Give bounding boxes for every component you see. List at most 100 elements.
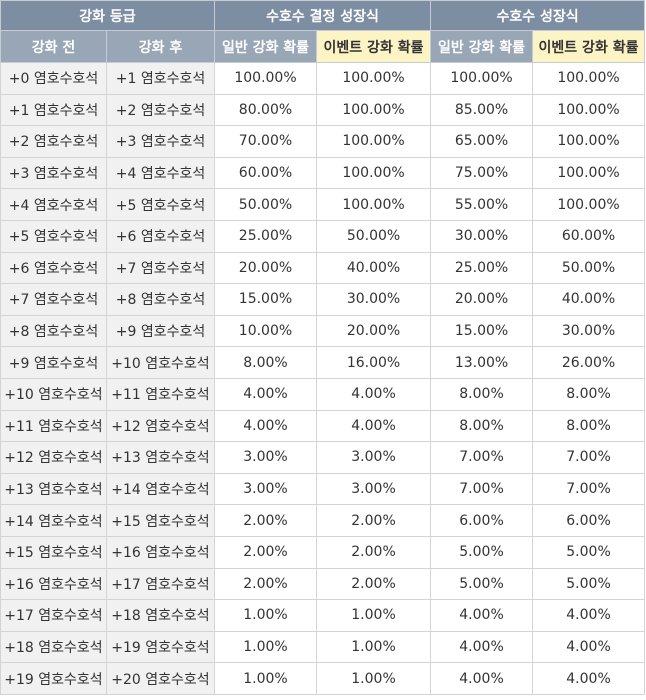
grade-before-cell: +15 염호수호석 xyxy=(0,535,107,569)
grade-before-cell: +19 염호수호석 xyxy=(0,662,107,695)
guardian-event-rate-cell: 8.00% xyxy=(532,409,646,443)
guardian-event-rate-cell: 5.00% xyxy=(532,535,646,569)
guardian-normal-rate-cell: 75.00% xyxy=(430,156,534,190)
guardian-normal-rate-cell: 5.00% xyxy=(430,567,534,601)
crystal-event-rate-cell: 16.00% xyxy=(315,346,432,379)
grade-after-cell: +10 염호수호석 xyxy=(106,346,215,379)
guardian-normal-rate-cell: 4.00% xyxy=(430,630,534,664)
crystal-normal-rate-cell: 2.00% xyxy=(214,535,317,569)
guardian-normal-rate-cell: 8.00% xyxy=(430,377,534,411)
guardian-event-rate-cell: 60.00% xyxy=(532,219,646,253)
grade-after-cell: +7 염호수호석 xyxy=(106,251,215,285)
grade-before-cell: +17 염호수호석 xyxy=(0,599,107,632)
guardian-normal-rate-cell: 13.00% xyxy=(430,346,534,379)
guardian-event-rate-cell: 26.00% xyxy=(532,346,646,379)
crystal-normal-rate-cell: 10.00% xyxy=(214,314,317,348)
guardian-normal-rate-cell: 8.00% xyxy=(430,409,534,443)
table-row: +3 염호수호석 +4 염호수호석 60.00% 100.00% 75.00% 100.0… xyxy=(0,156,646,190)
guardian-event-rate-cell: 100.00% xyxy=(532,93,646,127)
grade-before-cell: +1 염호수호석 xyxy=(0,93,107,127)
grade-after-cell: +4 염호수호석 xyxy=(106,156,215,190)
guardian-normal-rate-cell: 7.00% xyxy=(430,472,534,506)
crystal-event-rate-cell: 40.00% xyxy=(315,251,432,285)
table-row: +4 염호수호석 +5 염호수호석 50.00% 100.00% 55.00% 100.0… xyxy=(0,188,646,221)
guardian-event-rate-cell: 4.00% xyxy=(532,630,646,664)
crystal-event-rate-cell: 3.00% xyxy=(315,441,432,474)
table-row: +11 염호수호석 +12 염호수호석 4.00% 4.00% 8.00% 8.00% xyxy=(0,409,646,443)
guardian-normal-rate-cell: 65.00% xyxy=(430,125,534,158)
guardian-event-rate-cell: 100.00% xyxy=(532,62,646,95)
grade-before-cell: +14 염호수호석 xyxy=(0,504,107,537)
grade-before-cell: +16 염호수호석 xyxy=(0,567,107,601)
grade-after-cell: +17 염호수호석 xyxy=(106,567,215,601)
grade-before-cell: +4 염호수호석 xyxy=(0,188,107,221)
grade-before-cell: +8 염호수호석 xyxy=(0,314,107,348)
grade-after-cell: +8 염호수호석 xyxy=(106,283,215,316)
crystal-normal-rate-cell: 1.00% xyxy=(214,630,317,664)
grade-after-cell: +6 염호수호석 xyxy=(106,219,215,253)
guardian-normal-rate-cell: 6.00% xyxy=(430,504,534,537)
guardian-event-rate-cell: 100.00% xyxy=(532,188,646,221)
crystal-normal-rate-cell: 50.00% xyxy=(214,188,317,221)
crystal-event-rate-cell: 2.00% xyxy=(315,535,432,569)
crystal-event-rate-cell: 50.00% xyxy=(315,219,432,253)
crystal-event-rate-cell: 100.00% xyxy=(315,188,432,221)
grade-after-cell: +5 염호수호석 xyxy=(106,188,215,221)
crystal-event-rate-cell: 100.00% xyxy=(315,156,432,190)
table-row: +14 염호수호석 +15 염호수호석 2.00% 2.00% 6.00% 6.00% xyxy=(0,504,646,537)
grade-after-cell: +9 염호수호석 xyxy=(106,314,215,348)
crystal-event-rate-cell: 20.00% xyxy=(315,314,432,348)
crystal-normal-rate-cell: 25.00% xyxy=(214,219,317,253)
crystal-event-rate-cell: 4.00% xyxy=(315,377,432,411)
crystal-event-rate-cell: 100.00% xyxy=(315,125,432,158)
table-row: +19 염호수호석 +20 염호수호석 1.00% 1.00% 4.00% 4.00% xyxy=(0,662,646,695)
grade-before-cell: +3 염호수호석 xyxy=(0,156,107,190)
column-header-guardian-normal-rate: 일반 강화 확률 xyxy=(430,30,534,63)
grade-before-cell: +5 염호수호석 xyxy=(0,219,107,253)
table-row: +13 염호수호석 +14 염호수호석 3.00% 3.00% 7.00% 7.00% xyxy=(0,472,646,506)
grade-after-cell: +14 염호수호석 xyxy=(106,472,215,506)
grade-after-cell: +20 염호수호석 xyxy=(106,662,215,695)
crystal-normal-rate-cell: 80.00% xyxy=(214,93,317,127)
header-column-row: 강화 전 강화 후 일반 강화 확률 이벤트 강화 확률 일반 강화 확률 이벤… xyxy=(0,30,646,63)
column-header-before: 강화 전 xyxy=(0,30,107,63)
guardian-normal-rate-cell: 25.00% xyxy=(430,251,534,285)
crystal-normal-rate-cell: 8.00% xyxy=(214,346,317,379)
guardian-normal-rate-cell: 5.00% xyxy=(430,535,534,569)
crystal-normal-rate-cell: 70.00% xyxy=(214,125,317,158)
grade-after-cell: +11 염호수호석 xyxy=(106,377,215,411)
grade-after-cell: +2 염호수호석 xyxy=(106,93,215,127)
guardian-event-rate-cell: 7.00% xyxy=(532,472,646,506)
guardian-event-rate-cell: 100.00% xyxy=(532,125,646,158)
grade-before-cell: +10 염호수호석 xyxy=(0,377,107,411)
column-header-after: 강화 후 xyxy=(106,30,215,63)
group-header-crystal-growth: 수호수 결정 성장식 xyxy=(213,0,432,31)
grade-before-cell: +0 염호수호석 xyxy=(0,62,107,95)
guardian-event-rate-cell: 6.00% xyxy=(532,504,646,537)
guardian-event-rate-cell: 100.00% xyxy=(532,156,646,190)
guardian-normal-rate-cell: 55.00% xyxy=(430,188,534,221)
crystal-event-rate-cell: 100.00% xyxy=(315,93,432,127)
guardian-normal-rate-cell: 4.00% xyxy=(430,662,534,695)
column-header-guardian-event-rate: 이벤트 강화 확률 xyxy=(532,30,646,63)
grade-after-cell: +18 염호수호석 xyxy=(106,599,215,632)
crystal-normal-rate-cell: 1.00% xyxy=(214,662,317,695)
grade-before-cell: +18 염호수호석 xyxy=(0,630,107,664)
table-row: +18 염호수호석 +19 염호수호석 1.00% 1.00% 4.00% 4.00% xyxy=(0,630,646,664)
crystal-normal-rate-cell: 100.00% xyxy=(214,62,317,95)
crystal-event-rate-cell: 30.00% xyxy=(315,283,432,316)
crystal-normal-rate-cell: 4.00% xyxy=(214,377,317,411)
grade-before-cell: +12 염호수호석 xyxy=(0,441,107,474)
group-header-guardian-growth: 수호수 성장식 xyxy=(430,0,646,31)
guardian-normal-rate-cell: 20.00% xyxy=(430,283,534,316)
guardian-normal-rate-cell: 15.00% xyxy=(430,314,534,348)
crystal-event-rate-cell: 2.00% xyxy=(315,567,432,601)
grade-before-cell: +2 염호수호석 xyxy=(0,125,107,158)
table-row: +16 염호수호석 +17 염호수호석 2.00% 2.00% 5.00% 5.00% xyxy=(0,567,646,601)
grade-before-cell: +6 염호수호석 xyxy=(0,251,107,285)
table-row: +9 염호수호석 +10 염호수호석 8.00% 16.00% 13.00% 26.00% xyxy=(0,346,646,379)
table-row: +12 염호수호석 +13 염호수호석 3.00% 3.00% 7.00% 7.00% xyxy=(0,441,646,474)
crystal-normal-rate-cell: 2.00% xyxy=(214,567,317,601)
crystal-normal-rate-cell: 3.00% xyxy=(214,441,317,474)
